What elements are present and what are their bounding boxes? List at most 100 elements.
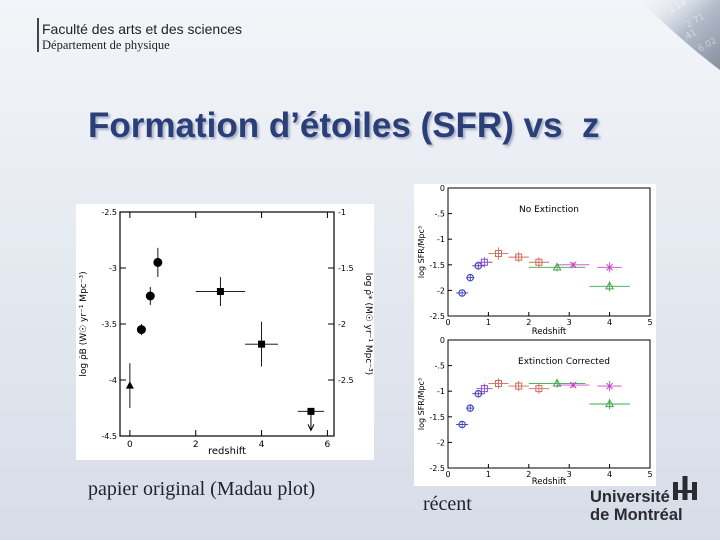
circle-marker (466, 273, 474, 282)
slide-title: Formation d’étoiles (SFR) vs z (88, 106, 600, 145)
data-point (557, 381, 590, 389)
square-marker (535, 258, 543, 266)
y-tick-label-right: -2 (338, 320, 346, 329)
triangle-marker (605, 398, 615, 408)
x-tick-label: 3 (567, 318, 572, 327)
x-tick-label: 2 (193, 440, 199, 450)
madau-plot-panel: 0 2 4 6 -2.5 -3 -3.5 -4 -4.5 -1 -1.5 -2 -2.5 redshif… (76, 204, 374, 460)
bottom-y-axis-label: log SFR/Mpc³ (417, 378, 426, 430)
top-x-axis-label: Redshift (532, 327, 567, 337)
triangle-marker (125, 381, 134, 389)
y-axis-label-left: log ρ̇B (W☉ yr⁻¹ Mpc⁻³) (79, 271, 89, 376)
data-point (456, 420, 469, 429)
square-marker (495, 250, 502, 258)
data-point (472, 262, 485, 270)
caption-original-paper: papier original (Madau plot) (88, 478, 316, 500)
data-point (456, 289, 469, 297)
cross-marker (569, 381, 577, 389)
no-extinction-plot: 0 1 2 3 4 5 0 -.5 -1 -1.5 -2 -2.5 No Extinction Red… (417, 184, 653, 337)
circle-marker (458, 289, 466, 297)
cross-marker (606, 263, 613, 271)
y-tick-label: -2.5 (101, 208, 117, 217)
data-point (488, 378, 509, 389)
plot-frame-bottom (447, 339, 651, 469)
data-point (597, 380, 622, 392)
bottom-plot-title: Extinction Corrected (518, 357, 610, 367)
extinction-corrected-plot: 0 1 2 3 4 5 0 -.5 -1 -1.5 -2 -2.5 Extinction Correc… (417, 336, 653, 487)
data-point (466, 273, 475, 282)
bottom-x-axis-label: Redshift (532, 477, 567, 486)
caption-recent: récent (423, 493, 472, 515)
data-point (245, 321, 279, 367)
plot-frame-top (447, 187, 651, 317)
plot-frame (119, 211, 335, 437)
x-tick-label: 3 (567, 470, 572, 479)
data-point (589, 398, 630, 410)
y-tick-label: -1.5 (429, 413, 445, 422)
top-y-axis-label: log SFR/Mpc³ (417, 226, 426, 278)
data-point (476, 383, 493, 394)
triangle-marker (605, 281, 615, 290)
slide-header: Faculté des arts et des sciences Départe… (0, 0, 720, 70)
data-point (195, 276, 246, 307)
data-point (597, 262, 622, 273)
y-tick-label: -.5 (434, 210, 445, 219)
triangle-marker (552, 262, 562, 271)
y-tick-label: -1.5 (429, 261, 445, 270)
square-marker (258, 340, 266, 348)
x-tick-label: 4 (607, 470, 612, 479)
recent-plot-panel: 0 1 2 3 4 5 0 -.5 -1 -1.5 -2 -2.5 No Extinction Red… (414, 184, 656, 487)
data-point (557, 261, 590, 269)
square-marker (515, 253, 523, 261)
madau-plot: 0 2 4 6 -2.5 -3 -3.5 -4 -4.5 -1 -1.5 -2 -2.5 redshif… (79, 208, 373, 457)
recent-plots: 0 1 2 3 4 5 0 -.5 -1 -1.5 -2 -2.5 No Extinction Red… (417, 184, 653, 487)
upper-limit-arrowhead (307, 424, 315, 432)
circle-marker (474, 390, 483, 398)
y-tick-label: -3 (109, 264, 117, 273)
circle-marker (145, 291, 155, 301)
data-point (476, 257, 493, 268)
square-marker (480, 385, 488, 393)
y-tick-label: -1 (437, 235, 445, 244)
corner-decoration-icon: 3.14 2.71 1.41 6.02 (640, 0, 720, 70)
x-tick-label: 1 (486, 318, 491, 327)
y-tick-label-right: -1 (338, 208, 346, 217)
y-tick-label: -4 (109, 376, 117, 385)
square-marker (495, 380, 502, 388)
square-marker (535, 385, 543, 393)
x-tick-label: 0 (445, 318, 450, 327)
y-tick-label: -2.5 (429, 464, 445, 473)
x-tick-label: 5 (647, 470, 652, 479)
data-point (528, 378, 586, 388)
y-axis-label-right: log ρ̇* (M☉ yr⁻¹ Mpc⁻³) (363, 273, 373, 375)
header-divider (37, 18, 39, 52)
data-point (125, 363, 134, 408)
top-plot-title: No Extinction (519, 205, 579, 215)
circle-marker (136, 325, 146, 335)
data-point (145, 287, 155, 305)
x-tick-label: 2 (526, 470, 531, 479)
x-axis-label: redshift (208, 446, 246, 457)
square-marker (216, 288, 224, 296)
y-tick-label: -1 (437, 387, 445, 396)
y-tick-label: -2 (437, 286, 445, 295)
cross-marker (606, 382, 613, 390)
universite-de-montreal-logo: Université de Montréal (590, 470, 710, 530)
logo-line-2: de Montréal (590, 506, 683, 524)
university-crest-icon (673, 476, 697, 500)
x-tick-label: 0 (445, 470, 450, 479)
y-tick-label-right: -1.5 (338, 264, 354, 273)
data-point (528, 383, 549, 394)
x-tick-label: 4 (607, 318, 612, 327)
data-point (472, 390, 485, 398)
y-tick-label: -2 (437, 438, 445, 447)
data-point (136, 324, 146, 336)
square-marker (515, 382, 523, 390)
faculty-name: Faculté des arts et des sciences (42, 21, 242, 37)
circle-marker (458, 420, 466, 429)
circle-marker (466, 404, 474, 412)
data-point (508, 252, 529, 263)
data-point (297, 407, 325, 432)
data-point (153, 247, 163, 277)
y-tick-label: -.5 (434, 362, 445, 371)
